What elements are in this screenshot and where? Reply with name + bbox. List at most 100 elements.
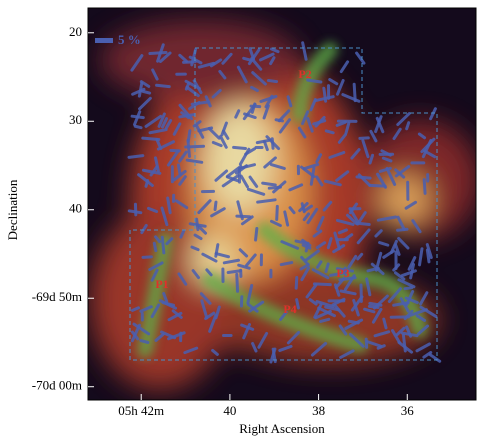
vector: [278, 118, 291, 134]
vector: [368, 183, 387, 188]
vector: [425, 243, 433, 260]
vector: [417, 132, 427, 140]
vector: [130, 306, 140, 312]
vector: [214, 252, 230, 259]
vector: [150, 268, 159, 282]
vector: [397, 340, 414, 354]
vector: [160, 330, 177, 340]
vector: [315, 175, 324, 187]
vector: [335, 218, 355, 226]
vector: [190, 100, 211, 106]
vector: [225, 175, 240, 183]
legend-bar: [95, 38, 113, 43]
vector: [301, 243, 312, 250]
vector: [184, 79, 201, 90]
vector: [385, 166, 397, 186]
vector: [164, 119, 173, 130]
plot-frame: [87, 7, 477, 401]
vector: [190, 245, 200, 252]
vector: [155, 83, 171, 89]
vector: [314, 115, 326, 128]
vector: [267, 185, 282, 190]
vector: [211, 140, 223, 148]
vector: [344, 121, 351, 135]
vector: [256, 198, 277, 204]
vector: [214, 305, 221, 320]
vector: [226, 269, 243, 274]
vector: [154, 156, 160, 173]
vector: [234, 109, 241, 119]
vector: [131, 87, 146, 96]
vector: [343, 274, 356, 291]
vector: [178, 103, 193, 121]
region-label: P1: [155, 277, 168, 291]
vector: [314, 95, 335, 103]
legend-label: 5 %: [118, 32, 141, 47]
vector: [257, 331, 269, 349]
vector: [319, 317, 331, 323]
vector: [185, 85, 200, 98]
vector: [178, 150, 188, 163]
vector: [269, 347, 277, 364]
vector: [275, 204, 279, 221]
vector: [213, 200, 218, 212]
vector: [211, 348, 219, 356]
vector: [387, 287, 402, 303]
vector: [328, 78, 339, 86]
vector: [348, 332, 365, 348]
vector: [195, 217, 200, 232]
vector: [415, 342, 431, 353]
vector: [335, 79, 345, 96]
vector: [328, 150, 346, 159]
vector: [197, 199, 212, 215]
vector: [352, 82, 357, 103]
vector: [335, 120, 347, 127]
vector: [306, 78, 323, 84]
vector: [139, 339, 150, 344]
sky-image: [88, 8, 476, 400]
vector: [144, 179, 150, 188]
vector: [280, 240, 300, 250]
vector: [300, 165, 316, 179]
vector: [157, 112, 166, 128]
vector: [232, 145, 247, 151]
vector: [246, 187, 266, 196]
vector: [302, 162, 320, 171]
vector: [286, 95, 293, 108]
vector: [166, 196, 172, 215]
vector: [315, 260, 323, 269]
vector: [305, 283, 318, 299]
vector: [345, 213, 359, 226]
vector: [392, 263, 401, 272]
vector: [236, 200, 244, 221]
vector: [191, 269, 201, 280]
vector: [300, 255, 309, 266]
vector: [193, 233, 203, 241]
vector: [308, 298, 318, 306]
vector: [302, 212, 310, 222]
vector: [141, 255, 153, 259]
vector: [368, 153, 375, 165]
vector: [137, 173, 154, 187]
vector: [132, 322, 151, 336]
vector: [361, 139, 370, 159]
vector: [154, 235, 162, 244]
vector: [392, 301, 410, 307]
vector: [371, 307, 383, 324]
vector: [148, 261, 164, 272]
vector: [259, 94, 278, 103]
vector: [355, 51, 366, 65]
vector: [251, 71, 267, 86]
y-tick-label: 20: [69, 24, 82, 39]
x-tick-label: 40: [223, 403, 236, 418]
vector: [172, 122, 182, 136]
vector: [261, 181, 277, 187]
vector: [151, 68, 159, 81]
vector: [397, 278, 416, 289]
vector: [180, 111, 191, 120]
y-tick-label: -69d 50m: [32, 289, 82, 304]
x-tick-label: 38: [312, 403, 325, 418]
vector: [301, 110, 310, 126]
vector: [381, 156, 393, 163]
vector: [429, 107, 437, 121]
